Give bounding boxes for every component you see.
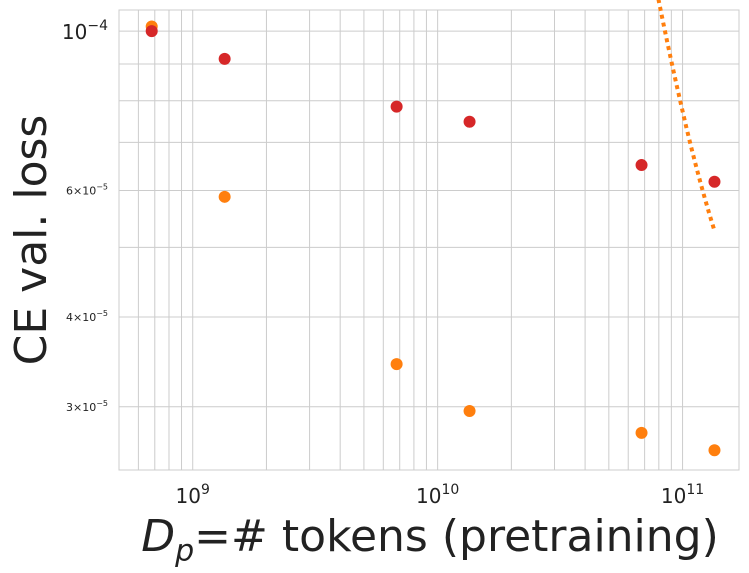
data-points: [145, 20, 721, 457]
y-axis-label: CE val. loss: [6, 115, 57, 366]
x-tick-labels: 109 1010 1011: [176, 482, 705, 508]
point-series1-5: [708, 444, 721, 457]
y-tick-0: 10−4: [62, 18, 108, 44]
grid: [118, 10, 739, 470]
point-series0-3: [463, 115, 476, 128]
y-tick-1: 6×10−5: [66, 183, 108, 198]
point-series0-4: [635, 159, 648, 172]
x-tick-1: 1010: [416, 482, 459, 508]
x-axis-label: Dp=# tokens (pretraining): [141, 511, 719, 569]
y-tick-labels: 10−4 6×10−5 4×10−5 3×10−5: [62, 18, 108, 414]
point-series0-0: [145, 25, 158, 38]
x-tick-0: 109: [176, 482, 210, 508]
point-series1-4: [635, 426, 648, 439]
point-series0-5: [708, 175, 721, 188]
point-series1-2: [390, 358, 403, 371]
plot-area: [118, 9, 740, 471]
x-tick-2: 1011: [661, 482, 704, 508]
point-series0-1: [218, 52, 231, 65]
point-series0-2: [390, 100, 403, 113]
point-series1-1: [218, 190, 231, 203]
y-tick-2: 4×10−5: [66, 309, 108, 324]
y-tick-3: 3×10−5: [66, 399, 108, 414]
point-series1-3: [463, 404, 476, 417]
x-axis-label-text: Dp=# tokens (pretraining): [141, 511, 719, 569]
